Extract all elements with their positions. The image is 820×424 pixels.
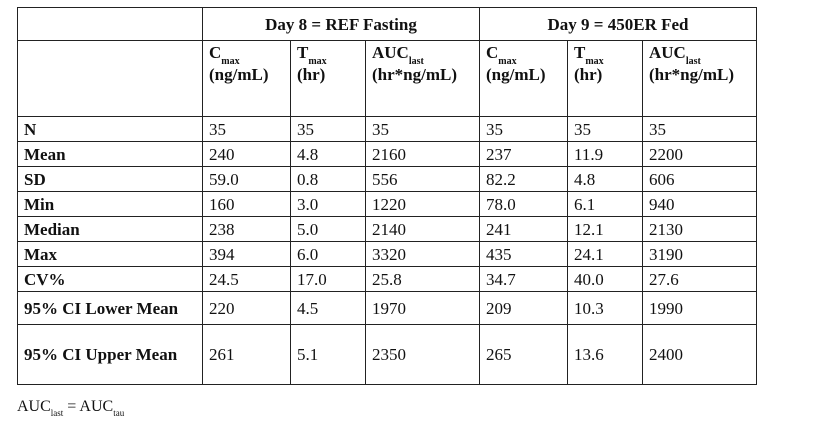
table-cell: 17.0 — [290, 266, 366, 292]
table-cell: 24.5 — [202, 266, 291, 292]
footnote-rhs: AUC — [79, 398, 114, 415]
table-cell: 3190 — [641, 241, 758, 267]
table-cell: 160 — [202, 191, 291, 217]
table-cell: 0.8 — [290, 166, 366, 192]
table-cell: 11.9 — [567, 141, 643, 167]
group-header-day9: Day 9 = 450ER Fed — [478, 7, 758, 41]
table-cell: 12.1 — [567, 216, 643, 242]
footnote: AUClast = AUCtau — [17, 398, 125, 418]
table-cell: 27.6 — [641, 266, 758, 292]
table-cell: 2160 — [365, 141, 480, 167]
table-cell: 209 — [479, 291, 568, 325]
table-cell: 35 — [479, 116, 568, 142]
table-cell: 220 — [202, 291, 291, 325]
row-label: Min — [17, 191, 203, 217]
table-cell: 5.1 — [290, 324, 366, 385]
table-cell: 4.8 — [290, 141, 366, 167]
table-cell: 35 — [202, 116, 291, 142]
table-row: SD 59.0 0.8 556 82.2 4.8 606 — [17, 166, 758, 192]
footnote-lhs: AUC — [17, 398, 51, 415]
row-label: CV% — [17, 266, 203, 292]
row-label: 95% CI Upper Mean — [17, 324, 203, 385]
table-cell: 261 — [202, 324, 291, 385]
table-cell: 34.7 — [479, 266, 568, 292]
table-cell: 2400 — [641, 324, 758, 385]
group-header-day8: Day 8 = REF Fasting — [202, 7, 480, 41]
row-label: SD — [17, 166, 203, 192]
table-cell: 2130 — [641, 216, 758, 242]
table-cell: 940 — [641, 191, 758, 217]
table-cell: 2350 — [365, 324, 480, 385]
table-cell: 10.3 — [567, 291, 643, 325]
table-cell: 5.0 — [290, 216, 366, 242]
column-header-cmax-day9: Cmax (ng/mL) — [479, 40, 568, 117]
table-cell: 238 — [202, 216, 291, 242]
table-row: Mean 240 4.8 2160 237 11.9 2200 — [17, 141, 758, 167]
footnote-eq: = — [63, 398, 80, 415]
table-cell: 35 — [641, 116, 758, 142]
table-cell: 24.1 — [567, 241, 643, 267]
table-cell: 82.2 — [479, 166, 568, 192]
row-label: Max — [17, 241, 203, 267]
pk-summary-table: Day 8 = REF Fasting Day 9 = 450ER Fed Cm… — [17, 7, 758, 385]
table-cell: 1990 — [641, 291, 758, 325]
table-cell: 4.5 — [290, 291, 366, 325]
table-cell: 3320 — [365, 241, 480, 267]
table-cell: 13.6 — [567, 324, 643, 385]
column-header-tmax-day8: Tmax (hr) — [290, 40, 366, 117]
corner-cell — [17, 7, 203, 41]
column-header-auclast-day8: AUClast (hr*ng/mL) — [365, 40, 480, 117]
row-label: N — [17, 116, 203, 142]
group-header-row: Day 8 = REF Fasting Day 9 = 450ER Fed — [17, 7, 758, 41]
table-cell: 3.0 — [290, 191, 366, 217]
table-row: Min 160 3.0 1220 78.0 6.1 940 — [17, 191, 758, 217]
table-cell: 1220 — [365, 191, 480, 217]
table-cell: 240 — [202, 141, 291, 167]
table-cell: 35 — [567, 116, 643, 142]
table-cell: 6.1 — [567, 191, 643, 217]
table-cell: 241 — [479, 216, 568, 242]
table-cell: 435 — [479, 241, 568, 267]
table-row: 95% CI Upper Mean 261 5.1 2350 265 13.6 … — [17, 324, 758, 385]
column-header-auclast-day9: AUClast (hr*ng/mL) — [641, 40, 758, 117]
footnote-lhs-sub: last — [50, 408, 64, 418]
table-cell: 78.0 — [479, 191, 568, 217]
table-cell: 59.0 — [202, 166, 291, 192]
column-header-cmax-day8: Cmax (ng/mL) — [202, 40, 291, 117]
table-cell: 556 — [365, 166, 480, 192]
table-row: Median 238 5.0 2140 241 12.1 2130 — [17, 216, 758, 242]
column-header-row: Cmax (ng/mL) Tmax (hr) AUClast (hr*ng/mL) C… — [17, 40, 758, 117]
table-row: Max 394 6.0 3320 435 24.1 3190 — [17, 241, 758, 267]
table-cell: 2200 — [641, 141, 758, 167]
table-cell: 394 — [202, 241, 291, 267]
row-label: Median — [17, 216, 203, 242]
table-cell: 606 — [641, 166, 758, 192]
row-label: 95% CI Lower Mean — [17, 291, 203, 325]
table-cell: 4.8 — [567, 166, 643, 192]
column-header-tmax-day9: Tmax (hr) — [567, 40, 643, 117]
table-cell: 2140 — [365, 216, 480, 242]
blank-header-cell — [17, 40, 203, 117]
table-cell: 6.0 — [290, 241, 366, 267]
table-row: 95% CI Lower Mean 220 4.5 1970 209 10.3 … — [17, 291, 758, 325]
table-cell: 35 — [365, 116, 480, 142]
table-cell: 1970 — [365, 291, 480, 325]
table-cell: 25.8 — [365, 266, 480, 292]
table-cell: 237 — [479, 141, 568, 167]
table-row: CV% 24.5 17.0 25.8 34.7 40.0 27.6 — [17, 266, 758, 292]
table-row: N 35 35 35 35 35 35 — [17, 116, 758, 142]
table-cell: 35 — [290, 116, 366, 142]
table-cell: 265 — [479, 324, 568, 385]
table-cell: 40.0 — [567, 266, 643, 292]
row-label: Mean — [17, 141, 203, 167]
footnote-rhs-sub: tau — [113, 408, 125, 418]
